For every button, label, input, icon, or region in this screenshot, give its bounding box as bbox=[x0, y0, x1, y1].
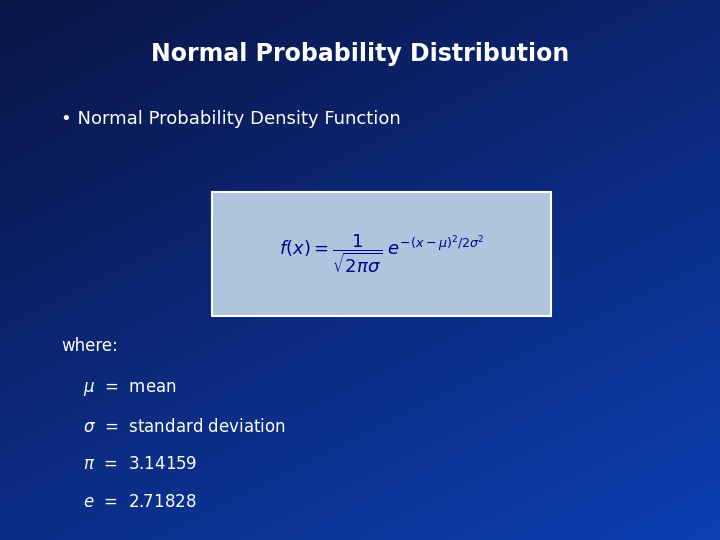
Text: where:: where: bbox=[61, 336, 118, 355]
Text: $\mu$  =  mean: $\mu$ = mean bbox=[83, 380, 176, 398]
Text: $\sigma$  =  standard deviation: $\sigma$ = standard deviation bbox=[83, 417, 286, 436]
Text: $e$  =  2.71828: $e$ = 2.71828 bbox=[83, 493, 197, 511]
Text: Normal Probability Distribution: Normal Probability Distribution bbox=[151, 42, 569, 66]
FancyBboxPatch shape bbox=[212, 192, 551, 316]
Text: $\pi$  =  3.14159: $\pi$ = 3.14159 bbox=[83, 455, 197, 474]
Text: $f(x) = \dfrac{1}{\sqrt{2\pi\sigma}}\; e^{-(x-\mu)^2/2\sigma^2}$: $f(x) = \dfrac{1}{\sqrt{2\pi\sigma}}\; e… bbox=[279, 232, 485, 275]
Text: • Normal Probability Density Function: • Normal Probability Density Function bbox=[61, 110, 401, 128]
